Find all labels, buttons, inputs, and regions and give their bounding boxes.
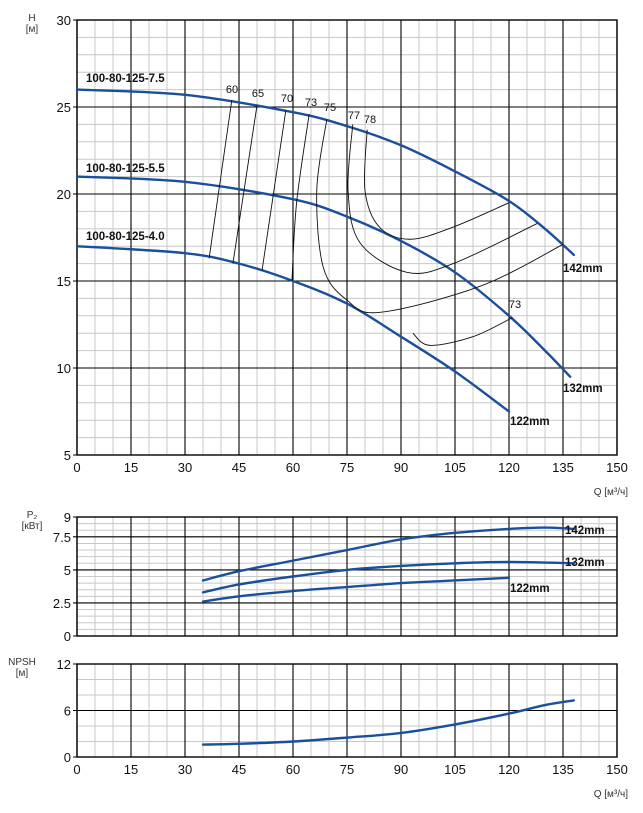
curve-132mm (201, 560, 575, 594)
curve-122mm (75, 245, 511, 413)
y-tick-label: 2.5 (53, 596, 71, 611)
efficiency-label: 60 (226, 84, 238, 96)
y-tick-label: 5 (64, 448, 71, 463)
efficiency-label: 75 (324, 102, 336, 114)
x-tick-label: 0 (73, 460, 80, 475)
plot-frame (76, 663, 618, 758)
x-axis-label: Q [м³/ч] (594, 789, 629, 800)
x-tick-label: 135 (552, 460, 574, 475)
y-axis-label: H (28, 13, 35, 24)
impeller-label: 132mm (563, 383, 603, 395)
model-label: 100-80-125-5.5 (86, 163, 165, 175)
y-tick-label: 30 (57, 13, 71, 28)
efficiency-label: 73 (509, 299, 521, 311)
x-tick-label: 30 (178, 460, 192, 475)
x-tick-label: 60 (286, 762, 300, 777)
y-axis-unit: [м] (26, 24, 39, 35)
y-axis-label: NPSH (8, 657, 36, 668)
x-tick-label: 75 (340, 460, 354, 475)
efficiency-curve-60 (208, 99, 233, 259)
x-tick-label: 90 (394, 460, 408, 475)
efficiency-curve-77 (347, 124, 538, 274)
y-tick-label: 6 (64, 704, 71, 719)
curve-132mm (75, 175, 572, 378)
curve-142mm (75, 88, 575, 257)
x-tick-label: 120 (498, 460, 520, 475)
impeller-label: 142mm (563, 263, 603, 275)
chart-panel-1 (73, 19, 618, 456)
efficiency-label: 77 (348, 110, 360, 122)
y-tick-label: 15 (57, 274, 71, 289)
x-tick-label: 150 (606, 762, 628, 777)
x-tick-label: 105 (444, 460, 466, 475)
x-tick-label: 15 (124, 460, 138, 475)
model-label: 100-80-125-4.0 (86, 231, 165, 243)
curve-142mm (201, 526, 575, 582)
y-tick-label: 0 (64, 629, 71, 644)
y-axis-unit: [кВт] (22, 521, 43, 532)
efficiency-curve-78 (363, 129, 510, 240)
x-tick-label: 60 (286, 460, 300, 475)
x-tick-label: 105 (444, 762, 466, 777)
x-tick-label: 0 (73, 762, 80, 777)
model-label: 100-80-125-7.5 (86, 73, 165, 85)
y-tick-label: 9 (64, 510, 71, 525)
x-tick-label: 150 (606, 460, 628, 475)
efficiency-curve-75 (316, 119, 564, 314)
x-tick-label: 30 (178, 762, 192, 777)
y-tick-label: 10 (57, 361, 71, 376)
y-tick-label: 12 (57, 657, 71, 672)
impeller-label: 122mm (510, 416, 550, 428)
impeller-label: 122mm (510, 583, 550, 595)
plot-frame (76, 516, 618, 637)
efficiency-curve-70 (261, 110, 287, 271)
x-tick-label: 45 (232, 762, 246, 777)
curve-122mm (201, 576, 511, 603)
impeller-label: 142mm (565, 525, 605, 537)
y-tick-label: 0 (64, 750, 71, 765)
x-axis-label: Q [м³/ч] (594, 487, 629, 498)
y-tick-label: 5 (64, 563, 71, 578)
plot-frame (76, 19, 618, 456)
efficiency-curve-65 (232, 105, 258, 264)
efficiency-curve-73 (412, 317, 513, 346)
x-tick-label: 90 (394, 762, 408, 777)
chart-panel-2 (73, 516, 618, 637)
y-axis-unit: [м] (16, 668, 29, 679)
x-tick-label: 15 (124, 762, 138, 777)
x-tick-label: 135 (552, 762, 574, 777)
efficiency-label: 73 (305, 97, 317, 109)
x-tick-label: 75 (340, 762, 354, 777)
efficiency-label: 65 (252, 88, 264, 100)
efficiency-label: 70 (281, 93, 293, 105)
y-tick-label: 20 (57, 187, 71, 202)
x-tick-label: 120 (498, 762, 520, 777)
y-tick-label: 25 (57, 100, 71, 115)
efficiency-label: 78 (364, 114, 376, 126)
curve-NPSH (201, 699, 575, 746)
y-tick-label: 7.5 (53, 530, 71, 545)
x-tick-label: 45 (232, 460, 246, 475)
impeller-label: 132mm (565, 557, 605, 569)
chart-panel-3 (73, 663, 618, 758)
efficiency-curve-73 (291, 113, 310, 282)
y-axis-label: P₂ (27, 510, 38, 521)
